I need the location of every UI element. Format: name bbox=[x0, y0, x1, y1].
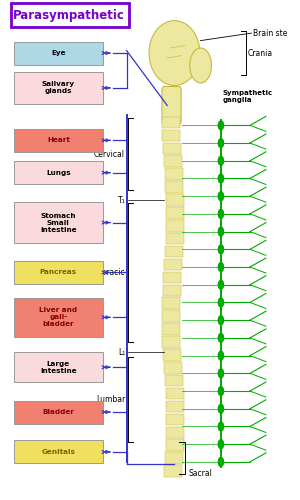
Circle shape bbox=[218, 334, 224, 342]
FancyBboxPatch shape bbox=[162, 298, 180, 309]
Text: Cervical: Cervical bbox=[94, 150, 125, 158]
Ellipse shape bbox=[190, 48, 211, 83]
FancyBboxPatch shape bbox=[14, 129, 103, 152]
FancyBboxPatch shape bbox=[162, 336, 180, 348]
Circle shape bbox=[218, 121, 224, 130]
Text: Stomach
Small
intestine: Stomach Small intestine bbox=[40, 212, 76, 233]
Circle shape bbox=[218, 156, 224, 166]
FancyBboxPatch shape bbox=[162, 86, 181, 124]
FancyBboxPatch shape bbox=[14, 440, 103, 464]
Text: Bladder: Bladder bbox=[42, 409, 74, 415]
FancyBboxPatch shape bbox=[165, 452, 183, 464]
Text: Crania: Crania bbox=[248, 48, 273, 58]
FancyBboxPatch shape bbox=[166, 233, 184, 244]
FancyBboxPatch shape bbox=[162, 130, 180, 141]
FancyBboxPatch shape bbox=[166, 426, 184, 438]
Circle shape bbox=[218, 369, 224, 378]
FancyBboxPatch shape bbox=[164, 272, 181, 283]
FancyBboxPatch shape bbox=[166, 388, 184, 400]
Text: T₁: T₁ bbox=[118, 196, 125, 204]
Circle shape bbox=[218, 174, 224, 183]
Text: Large
intestine: Large intestine bbox=[40, 360, 76, 374]
Circle shape bbox=[218, 404, 224, 413]
Circle shape bbox=[218, 210, 224, 218]
Text: Salivary
glands: Salivary glands bbox=[42, 82, 75, 94]
Ellipse shape bbox=[149, 20, 200, 86]
FancyBboxPatch shape bbox=[164, 156, 181, 167]
Text: Pancreas: Pancreas bbox=[40, 270, 77, 276]
FancyBboxPatch shape bbox=[14, 352, 103, 382]
Text: L₁: L₁ bbox=[118, 348, 125, 356]
Circle shape bbox=[218, 262, 224, 272]
FancyBboxPatch shape bbox=[164, 362, 182, 374]
Circle shape bbox=[218, 386, 224, 396]
Circle shape bbox=[218, 192, 224, 200]
FancyBboxPatch shape bbox=[14, 42, 103, 64]
FancyBboxPatch shape bbox=[162, 324, 180, 335]
Circle shape bbox=[218, 227, 224, 236]
Text: Lumbar: Lumbar bbox=[96, 395, 125, 404]
FancyBboxPatch shape bbox=[162, 310, 180, 322]
FancyBboxPatch shape bbox=[162, 116, 180, 128]
Text: Liver and
gall-
bladder: Liver and gall- bladder bbox=[39, 308, 77, 328]
Circle shape bbox=[218, 280, 224, 289]
FancyBboxPatch shape bbox=[166, 414, 184, 425]
FancyBboxPatch shape bbox=[14, 298, 103, 337]
Circle shape bbox=[218, 138, 224, 147]
Text: Sympathetic
ganglia: Sympathetic ganglia bbox=[222, 90, 272, 103]
Text: Heart: Heart bbox=[47, 138, 70, 143]
FancyBboxPatch shape bbox=[164, 466, 182, 477]
FancyBboxPatch shape bbox=[166, 220, 184, 232]
FancyBboxPatch shape bbox=[14, 261, 103, 284]
Text: Sacral: Sacral bbox=[189, 468, 213, 477]
Circle shape bbox=[218, 316, 224, 324]
FancyBboxPatch shape bbox=[164, 258, 182, 270]
Circle shape bbox=[218, 245, 224, 254]
FancyBboxPatch shape bbox=[11, 3, 129, 27]
FancyBboxPatch shape bbox=[165, 182, 183, 193]
FancyBboxPatch shape bbox=[14, 72, 103, 104]
FancyBboxPatch shape bbox=[166, 400, 184, 412]
FancyBboxPatch shape bbox=[14, 202, 103, 243]
Text: Brain ste: Brain ste bbox=[253, 28, 287, 38]
Text: Eye: Eye bbox=[51, 50, 66, 56]
FancyBboxPatch shape bbox=[14, 161, 103, 184]
FancyBboxPatch shape bbox=[166, 194, 184, 205]
Circle shape bbox=[218, 351, 224, 360]
Text: Genitals: Genitals bbox=[41, 449, 75, 455]
FancyBboxPatch shape bbox=[166, 440, 184, 451]
FancyBboxPatch shape bbox=[163, 349, 181, 360]
FancyBboxPatch shape bbox=[14, 400, 103, 423]
Circle shape bbox=[218, 298, 224, 307]
Circle shape bbox=[218, 440, 224, 448]
FancyBboxPatch shape bbox=[163, 284, 181, 296]
Text: Parasympathetic: Parasympathetic bbox=[13, 8, 124, 22]
Text: Thoracic: Thoracic bbox=[92, 268, 125, 277]
FancyBboxPatch shape bbox=[163, 142, 181, 154]
FancyBboxPatch shape bbox=[165, 375, 183, 386]
FancyBboxPatch shape bbox=[164, 168, 182, 180]
Text: Lungs: Lungs bbox=[46, 170, 70, 175]
Circle shape bbox=[218, 422, 224, 431]
FancyBboxPatch shape bbox=[165, 246, 183, 258]
Circle shape bbox=[218, 458, 224, 466]
FancyBboxPatch shape bbox=[166, 207, 184, 218]
